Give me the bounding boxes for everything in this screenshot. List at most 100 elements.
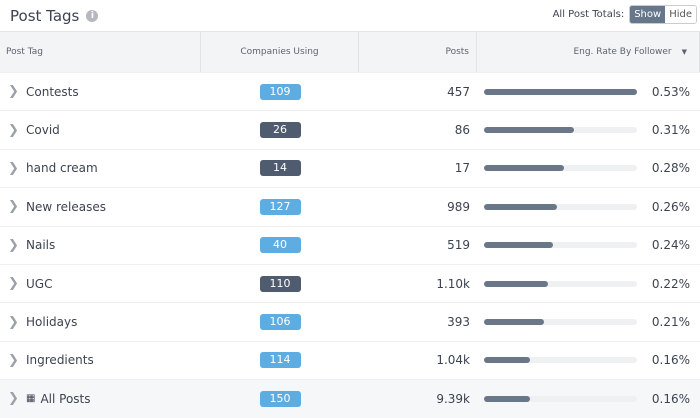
companies-badge: 127: [259, 198, 301, 215]
eng-rate-bar-fill: [484, 127, 575, 134]
eng-rate-cell: 0.28%: [477, 161, 700, 175]
eng-rate-bar-fill: [484, 165, 564, 172]
eng-rate-bar-track: [484, 319, 637, 326]
chevron-right-icon[interactable]: ❯: [8, 122, 19, 138]
tag-cell: ❯ Covid: [0, 123, 201, 138]
sort-caret-icon[interactable]: ▼: [681, 48, 687, 56]
companies-cell: 127: [201, 198, 359, 215]
chevron-right-icon[interactable]: ❯: [8, 237, 19, 253]
companies-badge: 40: [259, 237, 301, 254]
posts-value: 393: [447, 315, 470, 330]
chevron-right-icon[interactable]: ❯: [8, 199, 19, 215]
total-row[interactable]: ❯ ▦ All Posts 150 9.39k 0.16%: [0, 379, 700, 418]
eng-rate-value: 0.16%: [651, 353, 690, 368]
companies-cell: 26: [201, 122, 359, 139]
table-row[interactable]: ❯ New releases 127 989 0.26%: [0, 187, 700, 225]
companies-badge: 150: [259, 390, 301, 407]
info-icon[interactable]: i: [86, 9, 99, 22]
table-row[interactable]: ❯ Ingredients 114 1.04k 0.16%: [0, 340, 700, 379]
tag-name: Covid: [26, 123, 60, 138]
eng-rate-bar-fill: [484, 319, 544, 326]
posts-value: 86: [454, 123, 470, 138]
tag-cell: ❯ Nails: [0, 238, 201, 253]
tag-cell: ❯ Contests: [0, 84, 201, 99]
tag-cell: ❯ Ingredients: [0, 353, 201, 368]
hide-button[interactable]: Hide: [665, 6, 696, 23]
totals-label: All Post Totals:: [552, 9, 625, 20]
eng-rate-cell: 0.16%: [477, 392, 700, 406]
posts-value: 989: [447, 199, 470, 214]
column-post-tag[interactable]: Post Tag: [0, 32, 201, 72]
eng-rate-bar-track: [484, 242, 637, 249]
eng-rate-value: 0.28%: [651, 161, 690, 176]
posts-value: 17: [454, 161, 470, 176]
chevron-right-icon[interactable]: ❯: [8, 314, 19, 330]
tag-name: Nails: [26, 238, 56, 253]
companies-cell: 114: [201, 352, 359, 369]
chevron-right-icon[interactable]: ❯: [8, 160, 19, 176]
tag-name: New releases: [26, 199, 106, 214]
eng-rate-value: 0.21%: [651, 315, 690, 330]
tag-name: All Posts: [40, 391, 91, 406]
companies-cell: 106: [201, 314, 359, 331]
chevron-right-icon[interactable]: ❯: [8, 352, 19, 368]
tag-cell: ❯ Holidays: [0, 315, 201, 330]
tag-name: UGC: [26, 276, 53, 291]
show-button[interactable]: Show: [630, 6, 666, 23]
posts-value: 1.10k: [436, 276, 470, 291]
eng-rate-bar-track: [484, 395, 637, 402]
companies-badge: 106: [259, 314, 301, 331]
companies-badge: 110: [259, 275, 301, 292]
eng-rate-bar-track: [484, 357, 637, 364]
chevron-right-icon[interactable]: ❯: [8, 276, 19, 292]
table-row[interactable]: ❯ Holidays 106 393 0.21%: [0, 302, 700, 340]
eng-rate-cell: 0.53%: [477, 85, 700, 99]
eng-rate-bar-track: [484, 88, 637, 95]
table-row[interactable]: ❯ Covid 26 86 0.31%: [0, 110, 700, 148]
eng-rate-bar-track: [484, 203, 637, 210]
table-row[interactable]: ❯ Nails 40 519 0.24%: [0, 225, 700, 264]
chevron-right-icon[interactable]: ❯: [8, 84, 19, 100]
eng-rate-bar-track: [484, 165, 637, 172]
companies-cell: 110: [201, 275, 359, 292]
panel-header: Post Tags i All Post Totals: Show Hide: [0, 0, 700, 31]
eng-rate-cell: 0.16%: [477, 353, 700, 367]
tag-name: Ingredients: [26, 353, 94, 368]
tag-name: Holidays: [26, 315, 78, 330]
posts-value: 457: [447, 84, 470, 99]
eng-rate-value: 0.31%: [651, 123, 690, 138]
table-row[interactable]: ❯ hand cream 14 17 0.28%: [0, 148, 700, 187]
eng-rate-value: 0.24%: [651, 238, 690, 253]
totals-toggle: Show Hide: [629, 5, 697, 24]
posts-value: 1.04k: [436, 353, 470, 368]
column-posts[interactable]: Posts: [359, 32, 477, 72]
posts-value: 9.39k: [436, 391, 470, 406]
eng-rate-value: 0.53%: [651, 84, 690, 99]
all-post-totals: All Post Totals: Show Hide: [553, 5, 697, 24]
column-eng-rate[interactable]: Eng. Rate By Follower ▼: [477, 32, 700, 72]
eng-rate-bar-track: [484, 280, 637, 287]
eng-rate-bar-fill: [484, 395, 530, 402]
table-row[interactable]: ❯ Contests 109 457 0.53%: [0, 72, 700, 110]
table-row[interactable]: ❯ UGC 110 1.10k 0.22%: [0, 263, 700, 302]
chevron-right-icon[interactable]: ❯: [8, 391, 19, 407]
eng-rate-value: 0.26%: [651, 199, 690, 214]
column-companies-using[interactable]: Companies Using: [201, 32, 359, 72]
eng-rate-cell: 0.26%: [477, 200, 700, 214]
eng-rate-cell: 0.31%: [477, 123, 700, 137]
eng-rate-bar-fill: [484, 280, 549, 287]
companies-cell: 14: [201, 160, 359, 177]
tag-cell: ❯ New releases: [0, 199, 201, 214]
eng-rate-bar-fill: [484, 88, 637, 95]
tag-cell: ❯ ▦ All Posts: [0, 391, 201, 406]
table-header: Post Tag Companies Using Posts Eng. Rate…: [0, 31, 700, 72]
eng-rate-bar-fill: [484, 242, 553, 249]
companies-badge: 109: [259, 83, 301, 100]
posts-value: 519: [447, 238, 470, 253]
companies-badge: 14: [259, 160, 301, 177]
companies-cell: 150: [201, 390, 359, 407]
eng-rate-value: 0.22%: [651, 276, 690, 291]
grid-icon: ▦: [26, 393, 36, 405]
column-eng-rate-label: Eng. Rate By Follower: [573, 47, 672, 57]
companies-cell: 109: [201, 83, 359, 100]
